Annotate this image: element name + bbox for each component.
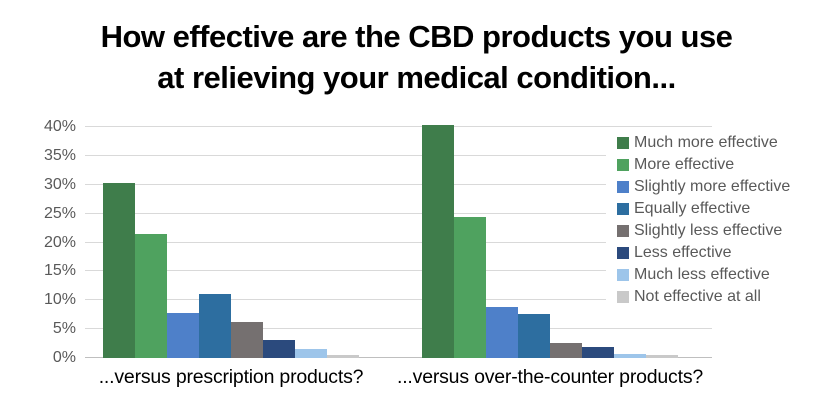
y-tick-label: 15% xyxy=(43,262,76,280)
gridline xyxy=(85,328,712,330)
gridline xyxy=(85,183,712,185)
y-tick-label: 5% xyxy=(52,320,76,338)
bar-much-less-effective-group2 xyxy=(614,354,646,358)
gridline xyxy=(85,154,712,156)
legend-item: Not effective at all xyxy=(606,286,833,308)
bar-less-effective-group2 xyxy=(582,347,614,358)
y-tick-label: 10% xyxy=(43,291,76,309)
legend-item: Much less effective xyxy=(606,264,833,286)
legend-swatch-icon xyxy=(617,247,629,259)
legend-label: Less effective xyxy=(634,244,732,261)
legend-swatch-icon xyxy=(617,225,629,237)
x-axis-label-prescription: ...versus prescription products? xyxy=(98,366,364,388)
legend-label: Slightly more effective xyxy=(634,178,791,195)
bar-less-effective-group1 xyxy=(263,340,295,358)
legend-item: Less effective xyxy=(606,242,833,264)
bar-much-more-effective-group1 xyxy=(103,183,135,358)
legend-item: Slightly more effective xyxy=(606,176,833,198)
legend-label: More effective xyxy=(634,156,735,173)
legend-item: Much more effective xyxy=(606,132,833,154)
chart-title-line2: at relieving your medical condition... xyxy=(157,60,676,95)
bar-slightly-less-effective-group1 xyxy=(231,322,263,358)
legend-swatch-icon xyxy=(617,181,629,193)
legend-swatch-icon xyxy=(617,203,629,215)
y-tick-label: 40% xyxy=(43,118,76,135)
bar-much-less-effective-group1 xyxy=(295,349,327,358)
bar-equally-effective-group1 xyxy=(199,294,231,358)
gridline xyxy=(85,299,712,301)
gridline xyxy=(85,212,712,214)
bar-more-effective-group1 xyxy=(135,234,167,358)
x-axis-line xyxy=(85,357,712,358)
y-tick-label: 25% xyxy=(43,204,76,222)
x-axis-label-otc: ...versus over-the-counter products? xyxy=(396,366,704,388)
chart-title-line1: How effective are the CBD products you u… xyxy=(100,19,733,54)
legend-swatch-icon xyxy=(617,159,629,171)
bar-more-effective-group2 xyxy=(454,217,486,358)
plot-area xyxy=(85,125,712,358)
chart-legend: Much more effective More effective Slightl… xyxy=(606,132,833,308)
bar-equally-effective-group2 xyxy=(518,314,550,358)
gridline xyxy=(85,241,712,243)
legend-swatch-icon xyxy=(617,269,629,281)
y-tick-label: 35% xyxy=(43,146,76,164)
legend-label: Equally effective xyxy=(634,200,751,217)
chart-title: How effective are the CBD products you u… xyxy=(0,16,833,98)
legend-swatch-icon xyxy=(617,291,629,303)
legend-label: Slightly less effective xyxy=(634,222,783,239)
legend-label: Much more effective xyxy=(634,134,778,151)
legend-item: More effective xyxy=(606,154,833,176)
bar-slightly-more-effective-group1 xyxy=(167,313,199,358)
bar-slightly-less-effective-group2 xyxy=(550,343,582,358)
y-tick-label: 0% xyxy=(52,349,76,366)
y-tick-label: 20% xyxy=(43,233,76,251)
legend-label: Not effective at all xyxy=(634,288,761,305)
legend-item: Equally effective xyxy=(606,198,833,220)
bar-not-effective-at-all-group2 xyxy=(646,355,678,358)
gridline xyxy=(85,270,712,272)
bar-slightly-more-effective-group2 xyxy=(486,307,518,358)
legend-label: Much less effective xyxy=(634,266,770,283)
bar-much-more-effective-group2 xyxy=(422,125,454,358)
legend-swatch-icon xyxy=(617,137,629,149)
gridline xyxy=(85,126,712,127)
bar-not-effective-at-all-group1 xyxy=(327,355,359,358)
y-tick-label: 30% xyxy=(43,175,76,193)
legend-item: Slightly less effective xyxy=(606,220,833,242)
